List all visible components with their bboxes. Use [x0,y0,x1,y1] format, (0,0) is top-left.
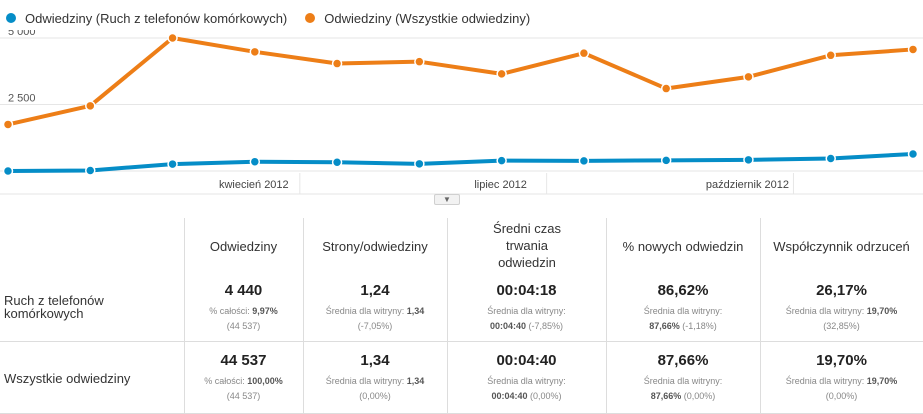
metric-extra: (0,00%) [825,391,858,401]
legend-dot-all [305,13,316,23]
metric-extra: (0,00%) [359,391,391,401]
data-point[interactable] [331,156,343,168]
col-header-new-visits[interactable]: % nowych odwiedzin [622,239,744,254]
row-divider [0,341,923,342]
metric-sub: Średnia dla witryny: 19,70% [785,306,898,316]
metric-sub: Średnia dla witryny: [643,376,723,386]
metric-value: 19,70% [816,352,867,369]
cell-all-bounce: 19,70% Średnia dla witryny: 19,70% (0,00… [760,352,923,403]
metric-extra: 00:04:40 (-7,85%) [489,321,564,331]
col-divider [447,218,448,414]
data-point[interactable] [743,154,754,166]
data-point[interactable] [167,158,178,170]
metric-extra: 00:04:40 (0,00%) [491,391,562,401]
data-point[interactable] [496,68,507,80]
col-header-bounce-rate[interactable]: Współczynnik odrzuceń [773,239,910,254]
cell-mobile-bounce: 26,17% Średnia dla witryny: 19,70% (32,8… [760,282,923,333]
chevron-down-icon: ▼ [443,195,451,204]
data-point[interactable] [167,32,178,44]
metric-extra: (32,85%) [823,321,860,331]
data-point[interactable] [414,56,425,67]
legend-label-all: Odwiedziny (Wszystkie odwiedziny) [324,10,531,26]
data-point[interactable] [2,119,14,130]
data-point[interactable] [496,155,507,166]
data-point[interactable] [660,83,672,94]
data-point[interactable] [825,50,836,61]
cell-all-duration: 00:04:40 Średnia dla witryny: 00:04:40 (… [447,352,606,403]
visits-line-chart: 5 000 2 500 kwiecień 2012 lipiec 2012 paźdz… [0,30,923,195]
x-tick-label: lipiec 2012 [474,179,527,191]
legend-item-mobile[interactable]: Odwiedziny (Ruch z telefonów komórkowych… [6,11,287,26]
metric-extra: 87,66% (-1,18%) [649,321,717,331]
col-header-pages-per-visit[interactable]: Strony/odwiedziny [322,239,428,254]
cell-all-visits: 44 537 % całości: 100,00% (44 537) [184,352,303,403]
data-point[interactable] [660,155,672,166]
y-tick-label: 2 500 [8,93,36,105]
metric-value: 26,17% [816,282,867,299]
cell-mobile-duration: 00:04:18 Średnia dla witryny: 00:04:40 (… [447,282,606,333]
chart-legend: Odwiedziny (Ruch z telefonów komórkowych… [6,8,548,28]
col-divider [184,218,185,414]
collapse-chart-button[interactable]: ▼ [434,194,460,205]
col-header-visits[interactable]: Odwiedziny [209,239,278,254]
col-divider [606,218,607,414]
data-point[interactable] [743,71,754,83]
metric-value: 4 440 [224,282,263,299]
metric-value: 1,24 [360,282,390,299]
data-point[interactable] [85,100,96,112]
y-tick-label: 5 000 [8,30,36,38]
row-label-mobile[interactable]: Ruch z telefonów komórkowych [4,293,104,321]
metric-sub: Średnia dla witryny: [487,306,566,316]
cell-all-pages: 1,34 Średnia dla witryny: 1,34 (0,00%) [303,352,447,403]
metric-extra: (44 537) [226,391,261,401]
cell-mobile-new-visits: 86,62% Średnia dla witryny: 87,66% (-1,1… [606,282,760,333]
metric-value: 1,34 [360,352,390,369]
x-tick-label: kwiecień 2012 [219,179,289,191]
metric-extra: (44 537) [226,321,261,331]
legend-label-mobile: Odwiedziny (Ruch z telefonów komórkowych… [25,10,288,26]
data-point[interactable] [825,153,836,164]
row-label-all[interactable]: Wszystkie odwiedziny [4,371,131,386]
series-line [7,36,914,127]
metric-sub: Średnia dla witryny: 19,70% [785,376,898,386]
metric-value: 00:04:40 [496,352,557,369]
col-divider [760,218,761,414]
metric-value: 00:04:18 [496,282,557,299]
data-point[interactable] [578,155,590,167]
metric-sub: Średnia dla witryny: 1,34 [325,376,425,386]
metric-extra: 87,66% (0,00%) [650,391,716,401]
metric-sub: % całości: 9,97% [209,306,278,316]
cell-mobile-pages: 1,24 Średnia dla witryny: 1,34 (-7,05%) [303,282,447,333]
data-point[interactable] [414,158,425,170]
col-header-avg-duration[interactable]: Średni czas trwania odwiedzin [493,221,561,270]
data-point[interactable] [249,156,261,167]
data-point[interactable] [907,148,919,160]
metric-sub: % całości: 100,00% [204,376,283,386]
comparison-table: Odwiedziny Strony/odwiedziny Średni czas… [0,212,923,414]
data-point[interactable] [578,47,590,59]
data-point[interactable] [85,165,96,176]
metric-value: 86,62% [657,282,709,299]
cell-mobile-visits: 4 440 % całości: 9,97% (44 537) [184,282,303,333]
data-point[interactable] [331,58,343,69]
metric-sub: Średnia dla witryny: [643,306,723,316]
metric-sub: Średnia dla witryny: [487,376,566,386]
data-point[interactable] [249,46,261,58]
metric-value: 87,66% [657,352,709,369]
metric-value: 44 537 [220,352,267,369]
cell-all-new-visits: 87,66% Średnia dla witryny: 87,66% (0,00… [606,352,760,403]
data-point[interactable] [2,165,14,177]
legend-dot-mobile [6,13,16,23]
metric-extra: (-7,05%) [357,321,393,331]
legend-item-all[interactable]: Odwiedziny (Wszystkie odwiedziny) [305,11,530,26]
series-line [7,151,914,173]
metric-sub: Średnia dla witryny: 1,34 [325,306,425,316]
col-divider [303,218,304,414]
data-point[interactable] [907,44,919,55]
x-tick-label: październik 2012 [706,179,789,191]
